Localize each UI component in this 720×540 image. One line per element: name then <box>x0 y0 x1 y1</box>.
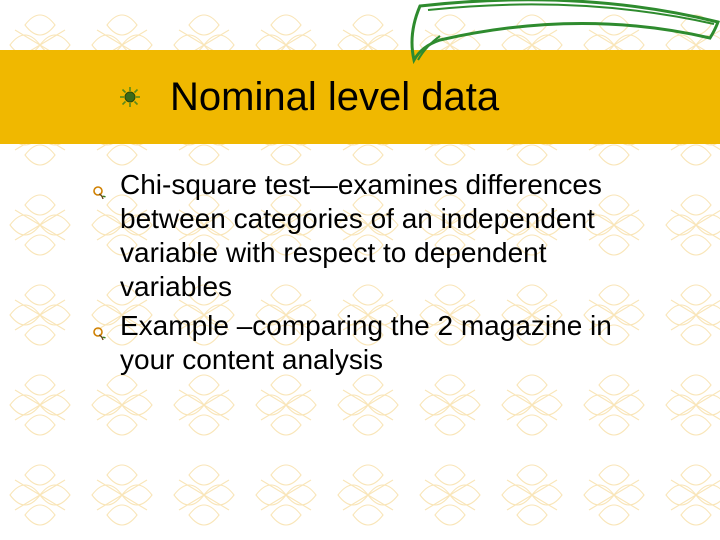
bullet-text: Chi-square test—examines differences bet… <box>120 169 602 302</box>
flower-bullet-icon <box>90 317 108 335</box>
bullet-item: Chi-square test—examines differences bet… <box>90 168 660 305</box>
bullet-text: Example –comparing the 2 magazine in you… <box>120 310 612 375</box>
slide-title: Nominal level data <box>170 75 499 120</box>
title-bullet-icon <box>118 85 142 109</box>
bullet-item: Example –comparing the 2 magazine in you… <box>90 309 660 377</box>
slide-body: Chi-square test—examines differences bet… <box>90 168 660 381</box>
flower-bullet-icon <box>90 176 108 194</box>
title-band: Nominal level data <box>0 50 720 144</box>
